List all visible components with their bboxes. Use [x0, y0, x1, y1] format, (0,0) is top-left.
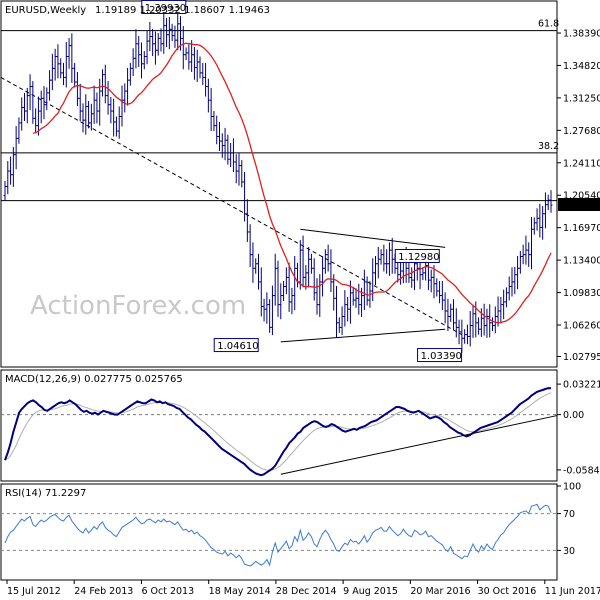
- price-tick-label: 1.27680: [563, 126, 600, 137]
- time-tick-label: 20 Mar 2016: [410, 586, 470, 597]
- fib-label: 61.8: [538, 19, 559, 30]
- price-box: [141, 0, 187, 14]
- trendlines: [0, 76, 463, 343]
- price-tick-label: 1.38390: [563, 28, 600, 39]
- macd-panel: [0, 369, 558, 482]
- time-tick-label: 11 Jun 2017: [545, 586, 600, 597]
- rsi-panel: [0, 483, 558, 581]
- price-tick-label: 1.34820: [563, 61, 600, 72]
- macd-indicator: 0.032215 0.00 -0.058413: [1, 380, 600, 477]
- macd-tick-label: 0.032215: [563, 380, 600, 391]
- watermark: ActionForex.com: [30, 291, 246, 321]
- chart-title: EURUSD,Weekly: [5, 5, 86, 16]
- rsi-tick-label: 100: [563, 482, 581, 493]
- price-box: [213, 338, 259, 353]
- price-tick-label: 1.02795: [563, 352, 600, 363]
- price-box-label: 1.12980: [398, 252, 439, 263]
- time-tick-label: 24 Feb 2013: [74, 586, 133, 597]
- macd-header: MACD(12,26,9) 0.027775 0.025765: [5, 374, 183, 385]
- time-tick-label: 28 Dec 2014: [276, 586, 337, 597]
- rsi-header: RSI(14) 71.2297: [5, 488, 86, 499]
- time-tick-label: 18 May 2014: [209, 586, 271, 597]
- time-tick-label: 9 Aug 2015: [343, 586, 398, 597]
- time-tick-label: 6 Oct 2013: [141, 586, 194, 597]
- price-tick-label: 1.20540: [563, 191, 600, 202]
- price-box-label: 1.04610: [217, 341, 258, 352]
- fib-lines: 61.8 38.2: [1, 19, 559, 202]
- fib-label: 38.2: [538, 141, 559, 152]
- macd-trendline: [280, 415, 558, 475]
- triangle-lower: [280, 328, 446, 343]
- macd-line: [4, 387, 552, 477]
- price-box-label: 1.03390: [421, 351, 462, 362]
- price-tick-label: 1.31250: [563, 93, 600, 104]
- price-tick-label: 1.06260: [563, 321, 600, 332]
- price-axis: 1.38390 1.34820 1.31250 1.27680 1.24110 1.205…: [557, 28, 600, 363]
- time-tick-label: 15 Jul 2012: [7, 586, 61, 597]
- macd-signal-line: [4, 392, 552, 471]
- last-price-box: [558, 198, 600, 212]
- last-price-label: 1.19463: [563, 201, 600, 212]
- ma-line: [32, 42, 552, 324]
- macd-tick-label: -0.058413: [563, 465, 600, 476]
- time-tick-label: 30 Oct 2016: [478, 586, 537, 597]
- rsi-tick-label: 70: [563, 509, 575, 520]
- price-panel: [0, 0, 558, 368]
- rsi-line: [4, 503, 552, 567]
- moving-average: [32, 42, 552, 324]
- rsi-tick-label: 30: [563, 546, 575, 557]
- ohlc-header: 1.19189 1.20332 1.18607 1.19463: [95, 5, 270, 16]
- rsi-indicator: 100 70 30: [1, 482, 581, 567]
- price-box: [417, 348, 463, 363]
- price-box-label: 1.39930: [145, 3, 186, 14]
- time-axis: 15 Jul 2012 24 Feb 2013 6 Oct 2013 18 May 2…: [6, 580, 600, 597]
- price-tick-label: 1.24110: [563, 158, 600, 169]
- price-tick-label: 1.16970: [563, 223, 600, 234]
- triangle-upper: [300, 228, 446, 248]
- dashed-trendline: [0, 76, 463, 336]
- price-boxes: 1.39930 1.04610 1.12980 1.03390: [141, 0, 463, 363]
- price-tick-label: 1.09830: [563, 288, 600, 299]
- price-tick-label: 1.13400: [563, 256, 600, 267]
- price-box: [394, 248, 440, 263]
- macd-tick-label: 0.00: [563, 410, 584, 421]
